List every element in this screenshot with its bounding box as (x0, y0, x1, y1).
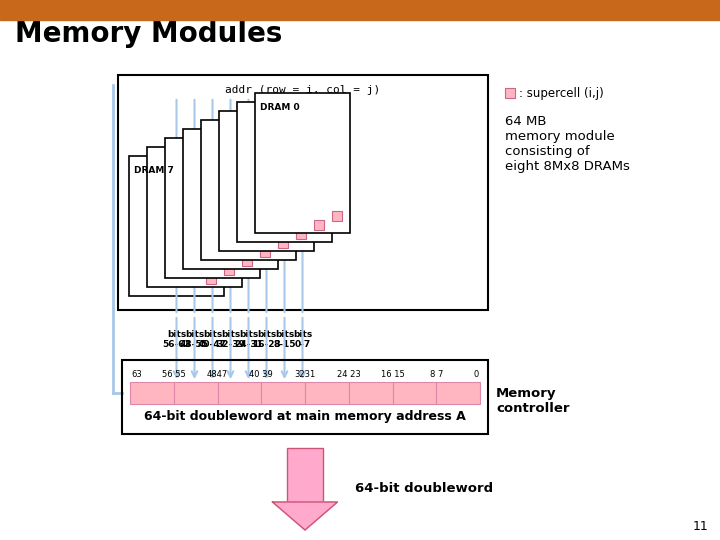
Text: eight 8Mx8 DRAMs: eight 8Mx8 DRAMs (505, 160, 630, 173)
Bar (206, 274, 216, 284)
Bar (260, 247, 270, 257)
Text: 56 55: 56 55 (162, 370, 186, 379)
Text: addr (row = i, col = j): addr (row = i, col = j) (225, 85, 381, 95)
Text: bits
24-31: bits 24-31 (234, 330, 263, 349)
Text: 3231: 3231 (294, 370, 315, 379)
Bar (118, 75, 488, 310)
Polygon shape (272, 502, 338, 530)
Bar (305, 382, 348, 404)
Bar (287, 448, 323, 502)
Text: bits
8-15: bits 8-15 (274, 330, 296, 349)
Bar (122, 360, 488, 434)
Bar (242, 256, 252, 266)
Bar (255, 93, 350, 233)
Text: bits
48-55: bits 48-55 (180, 330, 209, 349)
Bar (261, 382, 305, 404)
Bar (237, 102, 332, 242)
Text: : supercell (i,j): : supercell (i,j) (519, 86, 604, 99)
Bar (0, 0, 720, 20)
Bar (224, 265, 234, 275)
Text: 24 23: 24 23 (337, 370, 361, 379)
Text: 11: 11 (692, 520, 708, 533)
Bar (201, 120, 296, 260)
Text: 63: 63 (131, 370, 142, 379)
Bar (129, 156, 224, 296)
Bar (183, 129, 278, 269)
Text: 4847: 4847 (207, 370, 228, 379)
Text: memory module: memory module (505, 130, 615, 143)
Text: 8 7: 8 7 (430, 370, 443, 379)
Text: bits
40-47: bits 40-47 (198, 330, 227, 349)
Bar (174, 382, 217, 404)
Text: bits
16-23: bits 16-23 (252, 330, 281, 349)
Text: DRAM 7: DRAM 7 (134, 166, 174, 175)
Bar (219, 111, 314, 251)
Text: 0: 0 (474, 370, 479, 379)
Text: 64 MB: 64 MB (505, 115, 546, 128)
Bar (278, 238, 288, 248)
Bar (436, 382, 480, 404)
Bar (165, 138, 260, 278)
Text: bits
32-39: bits 32-39 (216, 330, 245, 349)
Text: 64-bit doubleword at main memory address A: 64-bit doubleword at main memory address… (144, 410, 466, 423)
Text: DRAM 0: DRAM 0 (260, 103, 300, 112)
Bar (314, 220, 324, 230)
Bar (217, 382, 261, 404)
Bar (147, 147, 242, 287)
Text: Memory Modules: Memory Modules (15, 20, 282, 48)
Text: 40 39: 40 39 (249, 370, 273, 379)
Bar (392, 382, 436, 404)
Text: 64-bit doubleword: 64-bit doubleword (355, 483, 493, 496)
Bar (332, 211, 342, 221)
Text: Memory
controller: Memory controller (496, 387, 570, 415)
Bar (348, 382, 392, 404)
Text: consisting of: consisting of (505, 145, 590, 158)
Text: 16 15: 16 15 (381, 370, 405, 379)
Bar (505, 88, 515, 98)
Text: bits
56-63: bits 56-63 (162, 330, 191, 349)
Bar (296, 229, 306, 239)
Text: bits
0-7: bits 0-7 (293, 330, 312, 349)
Bar (130, 382, 174, 404)
